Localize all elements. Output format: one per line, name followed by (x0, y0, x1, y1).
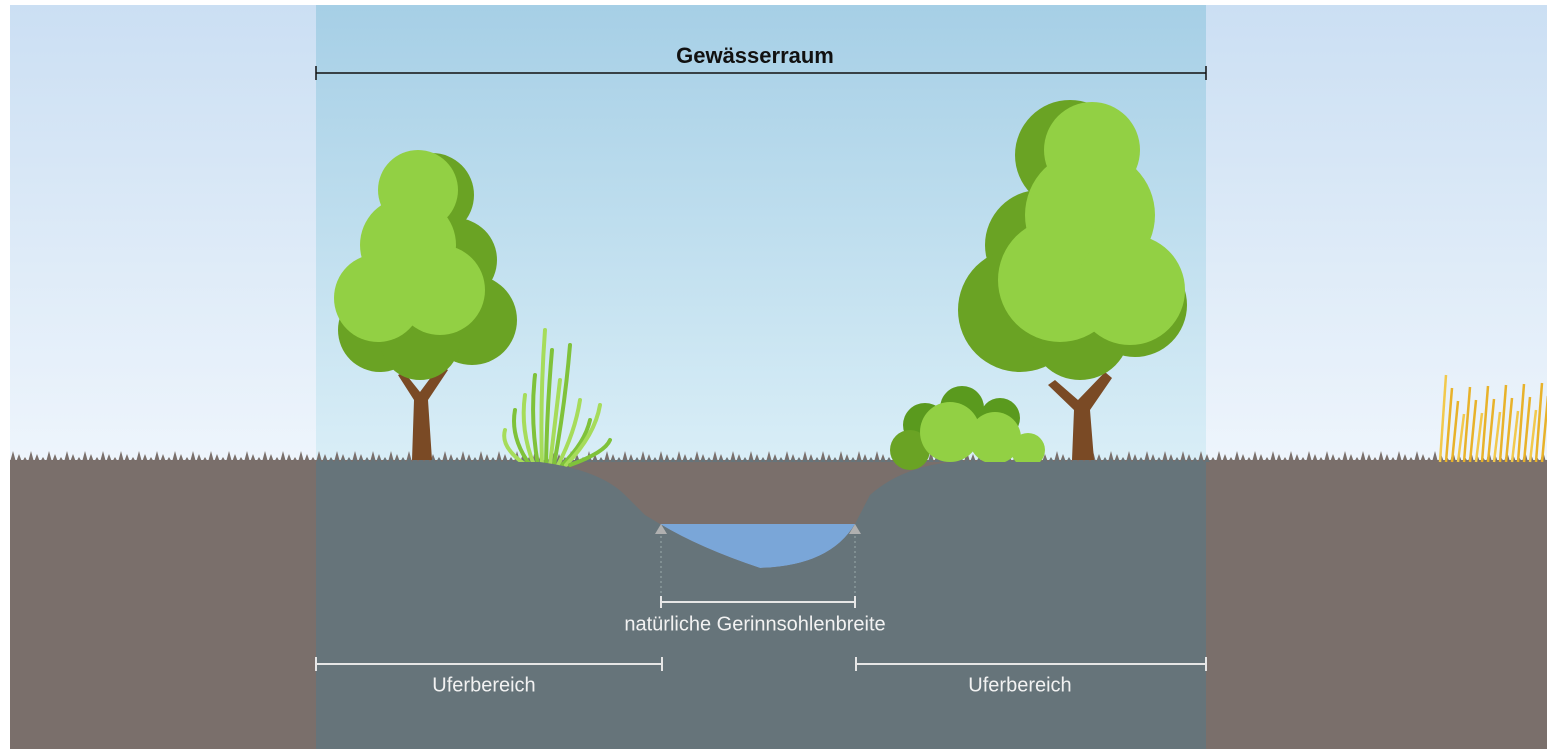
diagram: Gewässerraum natürliche Gerinnsohlenbrei… (0, 0, 1547, 749)
left-bank-label: Uferbereich (432, 674, 535, 696)
title: Gewässerraum (676, 43, 834, 68)
right-bank-label: Uferbereich (968, 674, 1071, 696)
channel-width-label: natürliche Gerinnsohlenbreite (624, 613, 885, 635)
